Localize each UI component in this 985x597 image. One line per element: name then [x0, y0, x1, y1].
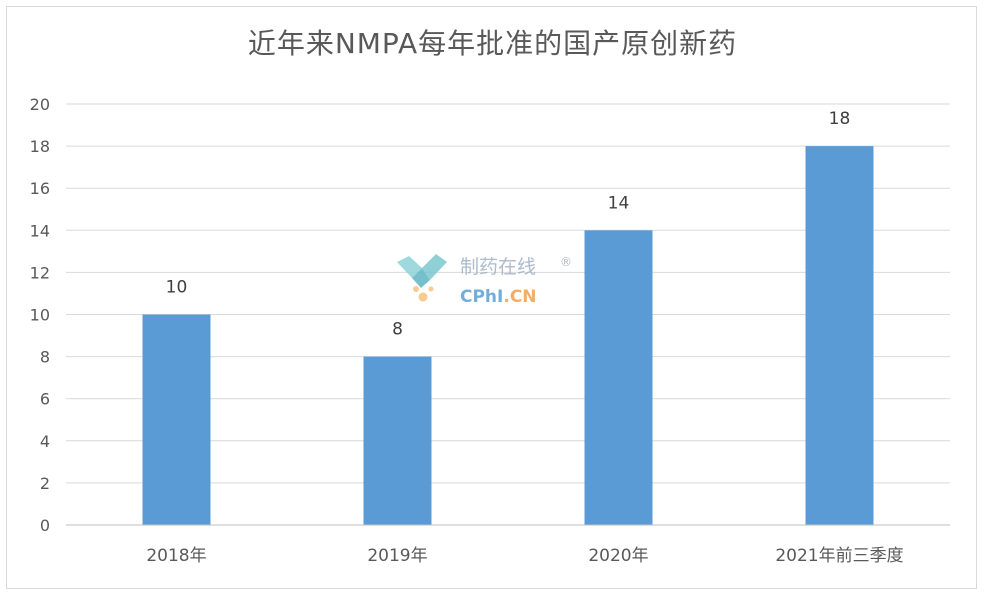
gridlines: [66, 103, 950, 526]
y-tick-label: 12: [30, 263, 50, 282]
chart-title: 近年来NMPA每年批准的国产原创新药: [247, 27, 738, 60]
y-tick-label: 0: [40, 516, 50, 535]
bar: [805, 146, 874, 525]
watermark-name: 制药在线: [460, 256, 536, 278]
data-labels: 10 8 14 18: [166, 109, 851, 340]
y-tick-label: 14: [30, 221, 50, 240]
y-tick-label: 18: [30, 137, 50, 156]
x-tick-label: 2019年: [367, 546, 427, 566]
watermark: 制药在线 ® CPhI.CN: [397, 254, 572, 307]
x-tick-label: 2020年: [588, 546, 648, 566]
y-axis-ticks: 0 2 4 6 8 10 12 14 16 18 20: [30, 95, 50, 535]
watermark-registered-mark: ®: [560, 255, 572, 269]
x-axis-ticks: 2018年 2019年 2020年 2021年前三季度: [66, 524, 950, 566]
y-tick-label: 16: [30, 179, 50, 198]
y-tick-label: 8: [40, 348, 50, 367]
y-tick-label: 4: [40, 432, 50, 451]
data-label: 8: [392, 320, 403, 340]
x-tick-label: 2018年: [146, 546, 206, 566]
y-tick-label: 20: [30, 95, 50, 114]
watermark-site-cn: .CN: [503, 287, 536, 307]
bars: [142, 146, 874, 526]
data-label: 14: [608, 193, 630, 213]
data-label: 18: [829, 109, 851, 129]
y-tick-label: 2: [40, 474, 50, 493]
bar: [363, 356, 432, 525]
data-label: 10: [166, 278, 188, 298]
x-tick-label: 2021年前三季度: [775, 546, 903, 566]
cphi-logo-icon: [397, 254, 447, 302]
bar: [142, 314, 211, 525]
y-tick-label: 10: [30, 306, 50, 325]
bar: [584, 230, 653, 526]
watermark-site-cphi: CPhI: [460, 287, 503, 307]
watermark-site: CPhI.CN: [460, 287, 537, 307]
y-tick-label: 6: [40, 390, 50, 409]
